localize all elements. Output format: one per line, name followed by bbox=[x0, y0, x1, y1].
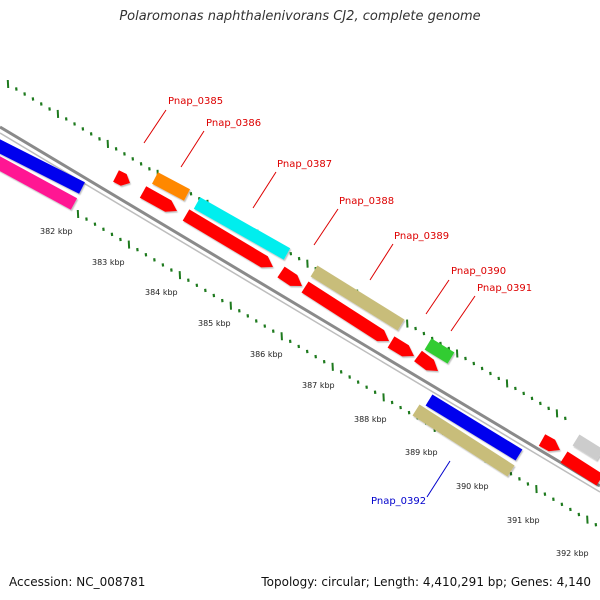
gene-labels: Pnap_0385 Pnap_0386 Pnap_0387 Pnap_0388 Pnap… bbox=[40, 96, 589, 558]
gene-feature-pnap_0388[interactable] bbox=[310, 265, 405, 331]
label-leader-line bbox=[252, 171, 277, 209]
ruler-label: 386 kbp bbox=[250, 350, 283, 359]
label-leader-line bbox=[313, 208, 339, 246]
gene-feature-pnap_0390[interactable] bbox=[424, 338, 455, 364]
gene-feature-pnap_0392[interactable] bbox=[412, 404, 515, 477]
gene-label-pnap_0387[interactable]: Pnap_0387 bbox=[277, 159, 332, 170]
gene-label-pnap_0386[interactable]: Pnap_0386 bbox=[206, 118, 261, 129]
ruler-label: 392 kbp bbox=[556, 549, 589, 558]
tick-marks bbox=[6, 79, 598, 527]
gene-feature-pnap_0385[interactable] bbox=[113, 170, 130, 186]
ruler-label: 384 kbp bbox=[145, 288, 178, 297]
gene-feature-pnap_0386[interactable] bbox=[152, 172, 190, 201]
gene-feature[interactable] bbox=[538, 434, 560, 452]
gene-label-pnap_0392[interactable]: Pnap_0392 bbox=[371, 496, 426, 507]
gene-feature-pnap_0387[interactable] bbox=[193, 197, 291, 260]
map-title: Polaromonas naphthalenivorans CJ2, compl… bbox=[119, 9, 481, 24]
gene-feature[interactable] bbox=[0, 138, 85, 194]
label-leader-line bbox=[180, 130, 205, 168]
ruler-label: 389 kbp bbox=[405, 448, 438, 457]
label-leader-line bbox=[425, 279, 450, 315]
backbone-line bbox=[0, 125, 600, 488]
ruler-label: 390 kbp bbox=[456, 482, 489, 491]
ruler-label: 383 kbp bbox=[92, 258, 125, 267]
ruler-label: 382 kbp bbox=[40, 227, 73, 236]
accession-text: Accession: NC_008781 bbox=[9, 575, 146, 589]
ruler-label: 391 kbp bbox=[507, 516, 540, 525]
gene-feature-pnap_0385[interactable] bbox=[139, 186, 177, 212]
label-leader-line bbox=[426, 460, 451, 498]
gene-label-pnap_0389[interactable]: Pnap_0389 bbox=[394, 231, 449, 242]
genome-stats-text: Topology: circular; Length: 4,410,291 bp… bbox=[261, 575, 591, 589]
ruler-label: 387 kbp bbox=[302, 381, 335, 390]
gene-feature-pnap_0391[interactable] bbox=[414, 350, 438, 371]
gene-label-pnap_0385[interactable]: Pnap_0385 bbox=[168, 96, 223, 107]
gene-feature[interactable] bbox=[560, 451, 600, 486]
gene-feature-pnap_0389[interactable] bbox=[387, 336, 414, 357]
ruler-label: 385 kbp bbox=[198, 319, 231, 328]
gene-feature-pnap_0385[interactable] bbox=[182, 209, 273, 268]
label-leader-line bbox=[143, 109, 167, 144]
gene-label-pnap_0388[interactable]: Pnap_0388 bbox=[339, 196, 394, 207]
gene-label-pnap_0390[interactable]: Pnap_0390 bbox=[451, 266, 506, 277]
backbone-line bbox=[0, 132, 600, 493]
gene-label-pnap_0391[interactable]: Pnap_0391 bbox=[477, 283, 532, 294]
gene-feature[interactable] bbox=[425, 394, 523, 461]
gene-feature-pnap_0389[interactable] bbox=[277, 266, 302, 286]
gene-features bbox=[0, 138, 600, 486]
label-leader-line bbox=[450, 295, 476, 332]
gene-feature[interactable] bbox=[0, 155, 78, 210]
gene-feature-pnap_0389[interactable] bbox=[301, 281, 390, 342]
label-leader-line bbox=[369, 243, 394, 281]
ruler-label: 388 kbp bbox=[354, 415, 387, 424]
genome-backbone bbox=[0, 125, 600, 493]
gene-feature[interactable] bbox=[572, 434, 600, 461]
